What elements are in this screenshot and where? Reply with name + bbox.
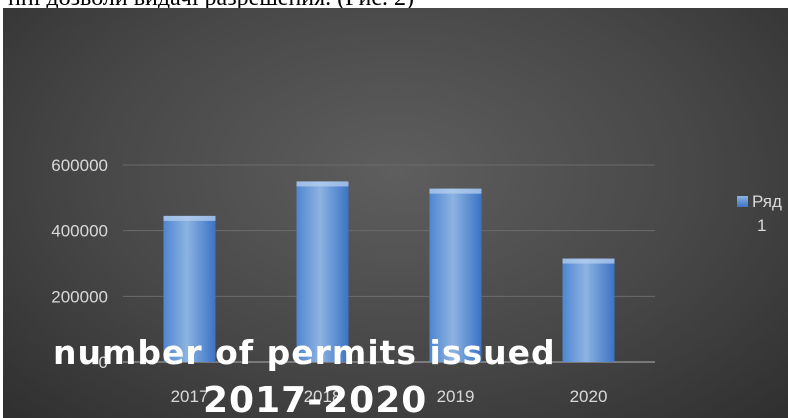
bar-bevel <box>163 215 216 221</box>
legend-label: Ряд <box>752 192 782 211</box>
y-tick-label: 0 <box>99 353 108 372</box>
bar-bevel <box>429 188 482 194</box>
bar <box>163 215 216 362</box>
bar-chart: 0 200000 400000 600000 2017 2018 2019 2020 <box>51 156 655 406</box>
top-caption: нні дозволи видачі разрешения. (Рис. 2) <box>8 0 788 10</box>
bar-bevel <box>296 181 349 187</box>
bar <box>562 258 615 362</box>
y-tick-label: 200000 <box>51 287 108 306</box>
overlay-title-line1: number of permits issued <box>53 333 556 372</box>
legend-label-line2: 1 <box>757 216 767 235</box>
bar <box>296 181 349 362</box>
legend: Ряд 1 <box>737 190 788 238</box>
chart-area: 0 200000 400000 600000 2017 2018 2019 2020 Ряд… <box>3 8 788 418</box>
x-tick-label: 2019 <box>437 387 475 406</box>
x-tick-label: 2018 <box>304 387 342 406</box>
bar-bevel <box>562 258 615 264</box>
bar <box>429 188 482 362</box>
legend-swatch <box>737 196 748 207</box>
y-tick-label: 600000 <box>51 156 108 175</box>
x-tick-label: 2020 <box>570 387 608 406</box>
y-tick-label: 400000 <box>51 222 108 241</box>
overlay-title-line2: 2017-2020 <box>203 380 428 418</box>
x-tick-label: 2017 <box>171 387 209 406</box>
